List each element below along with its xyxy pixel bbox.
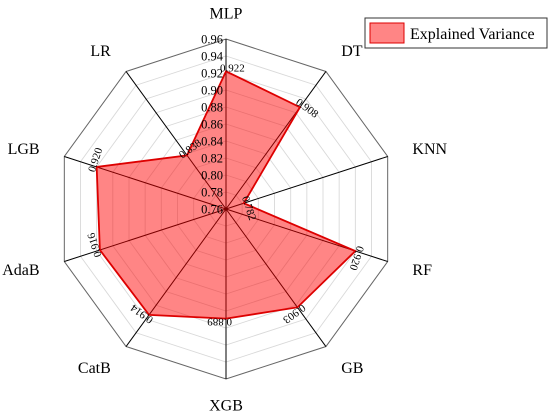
spoke-gb — [225, 208, 327, 347]
spoke-rf — [225, 208, 388, 263]
radial-tick-label: 0.78 — [201, 186, 223, 200]
radial-tick-label: 0.90 — [201, 84, 223, 98]
spoke-knn — [225, 155, 388, 210]
radial-tick-label: 0.80 — [201, 169, 223, 183]
radial-tick-label: 0.76 — [201, 203, 223, 217]
legend-label: Explained Variance — [410, 26, 535, 43]
spoke-lr — [125, 71, 227, 210]
category-label-adab: AdaB — [2, 262, 39, 279]
category-label-rf: RF — [412, 262, 432, 279]
category-label-mlp: MLP — [210, 6, 243, 23]
category-label-knn: KNN — [412, 141, 447, 158]
spoke-adab — [64, 208, 227, 263]
series-area-explained-variance — [95, 70, 357, 320]
category-label-catb: CatB — [78, 360, 111, 377]
category-label-lr: LR — [90, 43, 111, 60]
spoke-dt — [225, 71, 327, 210]
category-label-lgb: LGB — [8, 141, 40, 158]
radial-tick-label: 0.86 — [201, 118, 223, 132]
radial-tick-label: 0.92 — [201, 67, 223, 81]
category-label-xgb: XGB — [209, 398, 243, 415]
legend-swatch — [369, 22, 405, 44]
radial-tick-label: 0.82 — [201, 152, 223, 166]
radial-tick-label: 0.84 — [201, 135, 224, 149]
spoke-layer — [64, 39, 388, 379]
data-label-dt: 0.908 — [293, 96, 320, 121]
data-label-mlp: 0.922 — [220, 62, 245, 74]
category-label-dt: DT — [341, 43, 363, 60]
data-area-layer — [95, 70, 357, 320]
radial-tick-label: 0.96 — [201, 33, 223, 47]
category-label-gb: GB — [341, 360, 363, 377]
category-label-layer: MLP DT KNN RF GB XGB CatB AdaB LGB LR — [2, 6, 447, 415]
spoke-catb — [125, 208, 227, 347]
radial-tick-label: 0.88 — [201, 101, 223, 115]
data-label-xgb: 0.889 — [207, 316, 232, 328]
radial-tick-layer: 0.76 0.78 0.80 0.82 0.84 0.86 0.88 0.90 0.92 0.94… — [201, 33, 224, 217]
radial-tick-label: 0.94 — [201, 50, 224, 64]
legend: Explained Variance — [364, 17, 548, 49]
spoke-lgb — [64, 155, 227, 210]
